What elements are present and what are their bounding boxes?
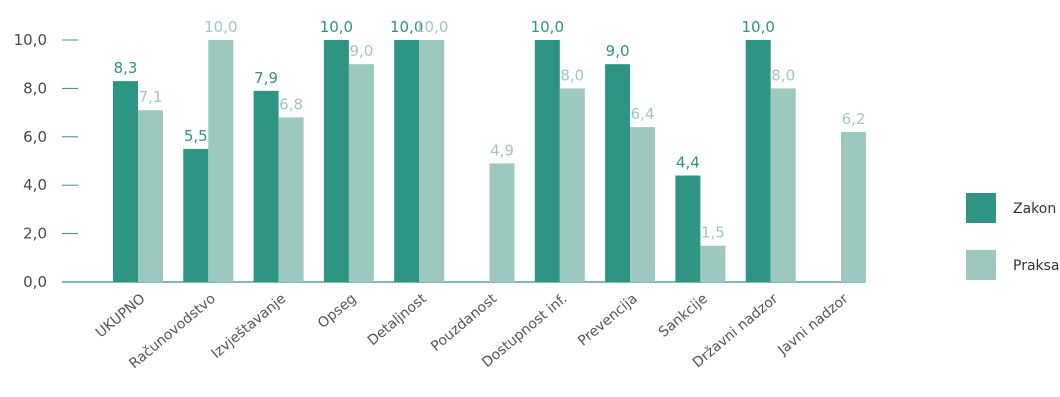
data-label-praksa: 8,0 — [771, 66, 795, 84]
y-tick-label: 4,0 — [23, 176, 47, 194]
bar-praksa — [138, 110, 163, 283]
data-label-zakon: 7,9 — [254, 69, 278, 87]
y-tick-label: 10,0 — [14, 31, 47, 49]
data-label-zakon: 8,3 — [114, 59, 138, 77]
bar-zakon — [745, 40, 771, 282]
bar-zakon — [675, 175, 701, 282]
data-label-zakon: 9,0 — [606, 42, 630, 60]
bar-praksa — [559, 88, 585, 283]
legend-label-praksa: Praksa — [1013, 258, 1060, 274]
y-tick-label: 6,0 — [23, 128, 47, 146]
data-label-praksa: 10,0 — [415, 18, 448, 36]
data-label-praksa: 8,0 — [560, 66, 584, 84]
data-label-zakon: 5,5 — [184, 127, 208, 145]
legend-swatch-zakon — [966, 193, 996, 223]
legend-label-zakon: Zakon — [1013, 201, 1056, 217]
bar-praksa — [630, 127, 656, 283]
bar-praksa — [348, 64, 374, 282]
data-label-praksa: 6,2 — [842, 110, 866, 128]
data-label-praksa: 1,5 — [701, 224, 725, 242]
x-category-label: Javni nadzor — [774, 291, 851, 359]
bar-praksa — [419, 40, 445, 282]
data-label-praksa: 10,0 — [204, 18, 237, 36]
bar-zakon — [605, 64, 631, 282]
x-category-label: Pouzdanost — [428, 290, 500, 354]
data-label-zakon: 10,0 — [531, 18, 564, 36]
x-category-label: Izvještavanje — [209, 291, 290, 362]
bar-zakon — [183, 148, 209, 282]
data-label-praksa: 6,8 — [279, 95, 303, 113]
data-label-zakon: 10,0 — [320, 18, 353, 36]
bar-praksa — [208, 40, 234, 282]
data-label-praksa: 4,9 — [490, 141, 514, 159]
data-label-zakon: 4,4 — [676, 154, 700, 172]
bar-praksa — [489, 163, 515, 282]
data-label-praksa: 7,1 — [139, 88, 163, 106]
x-category-label: Sankcije — [656, 291, 711, 341]
x-category-label: Detaljnost — [365, 290, 430, 349]
data-label-zakon: 10,0 — [741, 18, 774, 36]
x-category-label: Prevencija — [575, 291, 641, 350]
bar-praksa — [700, 245, 726, 282]
bar-zakon — [534, 40, 560, 282]
data-label-praksa: 9,0 — [349, 42, 373, 60]
bar-zakon — [394, 40, 420, 282]
y-tick-label: 8,0 — [23, 79, 47, 97]
x-category-label: UKUPNO — [93, 291, 149, 341]
bar-praksa — [841, 131, 866, 282]
data-label-zakon: 10,0 — [390, 18, 423, 36]
bar-zakon — [253, 90, 279, 282]
bar-zakon — [323, 40, 349, 282]
bar-praksa — [770, 88, 796, 283]
legend-swatch-praksa — [966, 250, 996, 280]
x-category-label: Opseg — [315, 291, 360, 332]
y-tick-label: 0,0 — [23, 273, 47, 291]
data-label-praksa: 6,4 — [631, 105, 655, 123]
bar-praksa — [278, 117, 304, 282]
bar-zakon — [113, 81, 138, 282]
y-tick-label: 2,0 — [23, 225, 47, 243]
